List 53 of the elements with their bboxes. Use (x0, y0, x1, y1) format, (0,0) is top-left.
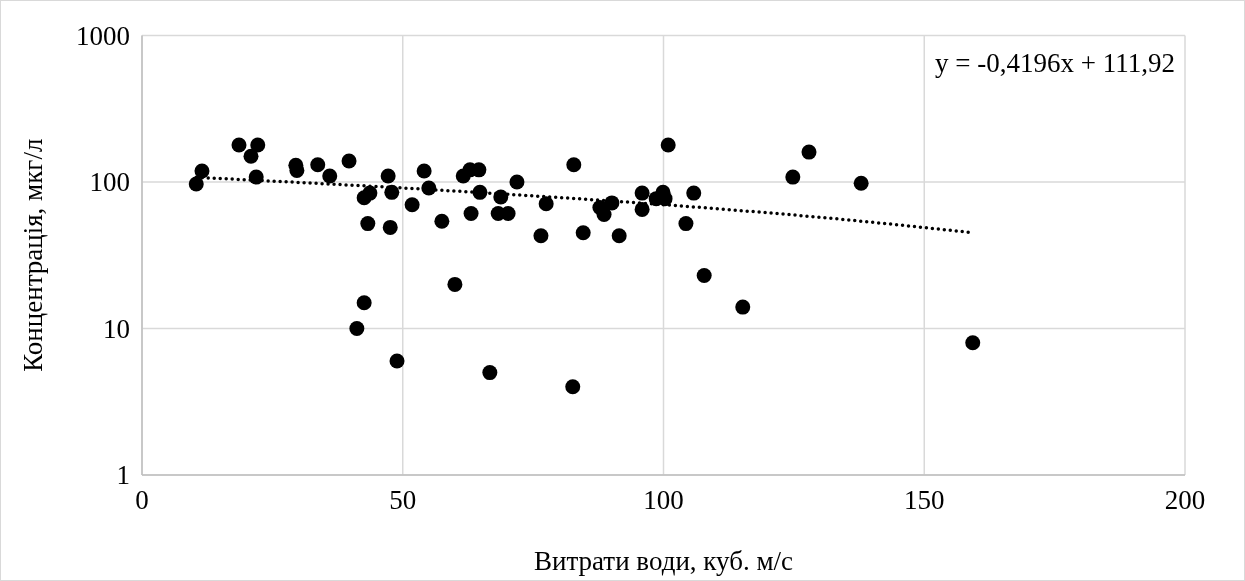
point (509, 174, 525, 190)
y-tick-label: 1000 (76, 20, 130, 51)
point (356, 295, 372, 311)
x-tick-label: 200 (1164, 485, 1206, 515)
point (611, 228, 627, 244)
point (310, 157, 326, 173)
point (853, 175, 869, 191)
point (447, 276, 463, 292)
point (384, 184, 400, 200)
point (341, 153, 357, 169)
point (243, 148, 259, 164)
point (250, 137, 266, 153)
y-tick-label: 10 (103, 313, 130, 344)
point (231, 137, 247, 153)
point (404, 197, 420, 213)
point (463, 205, 479, 221)
point (322, 168, 338, 184)
y-axis-title: Концентрація, мкг/л (18, 138, 48, 372)
point (360, 216, 376, 232)
y-tick-label: 100 (89, 167, 130, 198)
point (188, 176, 204, 192)
point (634, 201, 650, 217)
point (785, 169, 801, 185)
point (596, 207, 612, 222)
point (575, 225, 591, 241)
point (482, 365, 498, 381)
point (382, 219, 398, 235)
point (194, 163, 210, 179)
x-tick-label: 150 (904, 485, 945, 515)
x-tick-label: 0 (135, 485, 149, 515)
point (538, 196, 554, 212)
point (660, 137, 676, 153)
point (686, 185, 702, 201)
x-tick-label: 50 (389, 485, 417, 515)
point (362, 185, 378, 201)
point (678, 216, 694, 232)
point (801, 144, 817, 160)
point (533, 228, 549, 244)
point (380, 168, 396, 184)
point (416, 163, 432, 179)
x-tick-label: 100 (643, 485, 684, 515)
point (565, 379, 581, 395)
y-tick-label: 1 (116, 460, 130, 491)
point (735, 299, 751, 315)
point (696, 268, 712, 284)
point (349, 321, 365, 336)
annotation: y = -0,4196x + 111,92 (935, 48, 1175, 78)
point (566, 157, 582, 173)
point (965, 335, 981, 351)
x-axis-title: Витрати води, куб. м/с (533, 546, 794, 576)
point (434, 213, 450, 229)
point (389, 353, 405, 369)
point (634, 185, 650, 201)
